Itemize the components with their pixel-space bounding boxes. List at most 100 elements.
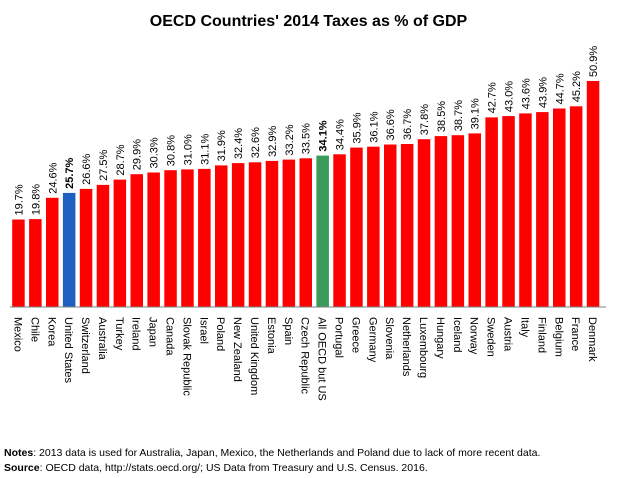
- value-label-all-oecd-but-us: 34.1%: [318, 120, 330, 151]
- value-label-ireland: 29.9%: [132, 139, 144, 170]
- category-label-france: France: [569, 317, 581, 351]
- notes-text: Notes: 2013 data is used for Australia, …: [4, 447, 540, 459]
- bars-group: [12, 81, 600, 308]
- value-label-united-kingdom: 32.6%: [250, 127, 262, 158]
- value-label-greece: 35.9%: [351, 112, 363, 143]
- chart-title: OECD Countries' 2014 Taxes as % of GDP: [149, 13, 468, 30]
- category-label-italy: Italy: [519, 317, 531, 338]
- value-label-italy: 43.6%: [521, 78, 533, 109]
- notes-label: Notes: [4, 447, 34, 459]
- category-label-greece: Greece: [349, 317, 361, 353]
- value-label-japan: 30.3%: [149, 137, 161, 168]
- bar-luxembourg: [417, 139, 431, 307]
- value-label-germany: 36.1%: [368, 111, 380, 142]
- category-label-czech-republic: Czech Republic: [299, 317, 311, 395]
- source-label: Source: [4, 462, 40, 474]
- category-labels-group: Mexico Chile Korea United States Switzerland…: [11, 317, 598, 401]
- bar-switzerland: [79, 188, 93, 307]
- value-label-denmark: 50.9%: [588, 46, 600, 77]
- category-label-japan: Japan: [147, 317, 159, 347]
- value-label-chile: 19.8%: [30, 184, 42, 215]
- bar-all-oecd-but-us: [316, 155, 329, 307]
- category-label-all-oecd-but-us: All OECD but US: [316, 317, 328, 401]
- bar-spain: [282, 159, 296, 307]
- category-label-slovenia: Slovenia: [383, 317, 395, 360]
- bar-ireland: [130, 174, 143, 307]
- bar-canada: [164, 170, 177, 307]
- value-label-portugal: 34.4%: [335, 119, 347, 150]
- bar-mexico: [12, 219, 25, 307]
- category-label-slovak-republic: Slovak Republic: [180, 317, 192, 396]
- category-label-estonia: Estonia: [265, 317, 277, 355]
- category-label-australia: Australia: [96, 317, 108, 361]
- value-label-slovak-republic: 31.0%: [182, 134, 194, 165]
- category-label-poland: Poland: [214, 317, 226, 351]
- bar-new-zealand: [231, 163, 245, 307]
- value-label-belgium: 44.7%: [554, 73, 566, 104]
- bar-norway: [468, 133, 481, 307]
- bar-slovenia: [384, 144, 397, 307]
- value-label-switzerland: 26.6%: [81, 153, 93, 184]
- category-label-hungary: Hungary: [434, 317, 446, 359]
- category-label-finland: Finland: [535, 317, 547, 353]
- source-text: Source: OECD data, http://stats.oecd.org…: [4, 462, 428, 474]
- bar-united-states: [62, 192, 76, 307]
- category-label-portugal: Portugal: [333, 317, 345, 358]
- value-label-luxembourg: 37.8%: [419, 104, 431, 135]
- value-label-poland: 31.9%: [216, 130, 228, 161]
- category-label-belgium: Belgium: [552, 317, 564, 357]
- value-label-mexico: 19.7%: [13, 184, 25, 215]
- category-label-chile: Chile: [28, 317, 40, 342]
- category-label-denmark: Denmark: [586, 317, 598, 362]
- value-label-slovenia: 36.6%: [385, 109, 397, 140]
- category-label-luxembourg: Luxembourg: [417, 317, 429, 378]
- value-label-iceland: 38.7%: [453, 100, 465, 131]
- value-label-finland: 43.9%: [537, 77, 549, 108]
- bar-turkey: [113, 179, 127, 307]
- bar-france: [569, 106, 583, 307]
- value-label-hungary: 38.5%: [436, 101, 448, 132]
- bar-estonia: [265, 160, 279, 307]
- bar-netherlands: [400, 144, 414, 307]
- category-label-spain: Spain: [282, 317, 294, 345]
- category-label-korea: Korea: [45, 317, 57, 347]
- category-label-iceland: Iceland: [451, 317, 463, 352]
- value-label-united-states: 25.7%: [64, 157, 76, 188]
- bar-greece: [350, 147, 363, 307]
- value-label-estonia: 32.9%: [267, 125, 279, 156]
- value-label-austria: 43.0%: [504, 81, 516, 112]
- category-label-germany: Germany: [366, 317, 378, 363]
- category-label-new-zealand: New Zealand: [231, 317, 243, 382]
- bar-australia: [96, 184, 110, 307]
- category-label-sweden: Sweden: [485, 317, 497, 357]
- bar-czech-republic: [299, 158, 312, 307]
- category-label-switzerland: Switzerland: [79, 317, 91, 374]
- source-body: : OECD data, http://stats.oecd.org/; US …: [39, 462, 428, 474]
- notes-body: : 2013 data is used for Australia, Japan…: [33, 447, 541, 459]
- value-label-netherlands: 36.7%: [402, 109, 414, 140]
- category-label-israel: Israel: [197, 317, 209, 344]
- category-label-turkey: Turkey: [113, 317, 125, 351]
- bar-iceland: [451, 135, 465, 307]
- bar-italy: [519, 113, 532, 308]
- value-label-canada: 30.8%: [166, 135, 178, 166]
- category-label-netherlands: Netherlands: [400, 317, 412, 377]
- bar-finland: [536, 112, 549, 307]
- bar-hungary: [434, 136, 448, 307]
- value-label-new-zealand: 32.4%: [233, 128, 245, 159]
- category-label-ireland: Ireland: [130, 317, 142, 351]
- value-label-spain: 33.2%: [284, 124, 296, 155]
- bar-chart: 19.7% 19.8% 24.6% 25.7% 26.6% 27.5% 28.7% 29.9%…: [10, 46, 606, 401]
- category-label-austria: Austria: [502, 317, 514, 352]
- bar-denmark: [586, 81, 600, 307]
- category-label-canada: Canada: [164, 317, 176, 356]
- value-label-france: 45.2%: [571, 71, 583, 102]
- category-label-united-kingdom: United Kingdom: [248, 317, 260, 395]
- bar-united-kingdom: [248, 162, 262, 307]
- value-label-norway: 39.1%: [470, 98, 482, 129]
- bar-chile: [29, 219, 42, 307]
- bar-austria: [502, 116, 515, 307]
- value-label-czech-republic: 33.5%: [301, 123, 313, 154]
- value-label-korea: 24.6%: [47, 162, 59, 193]
- category-label-united-states: United States: [62, 317, 74, 384]
